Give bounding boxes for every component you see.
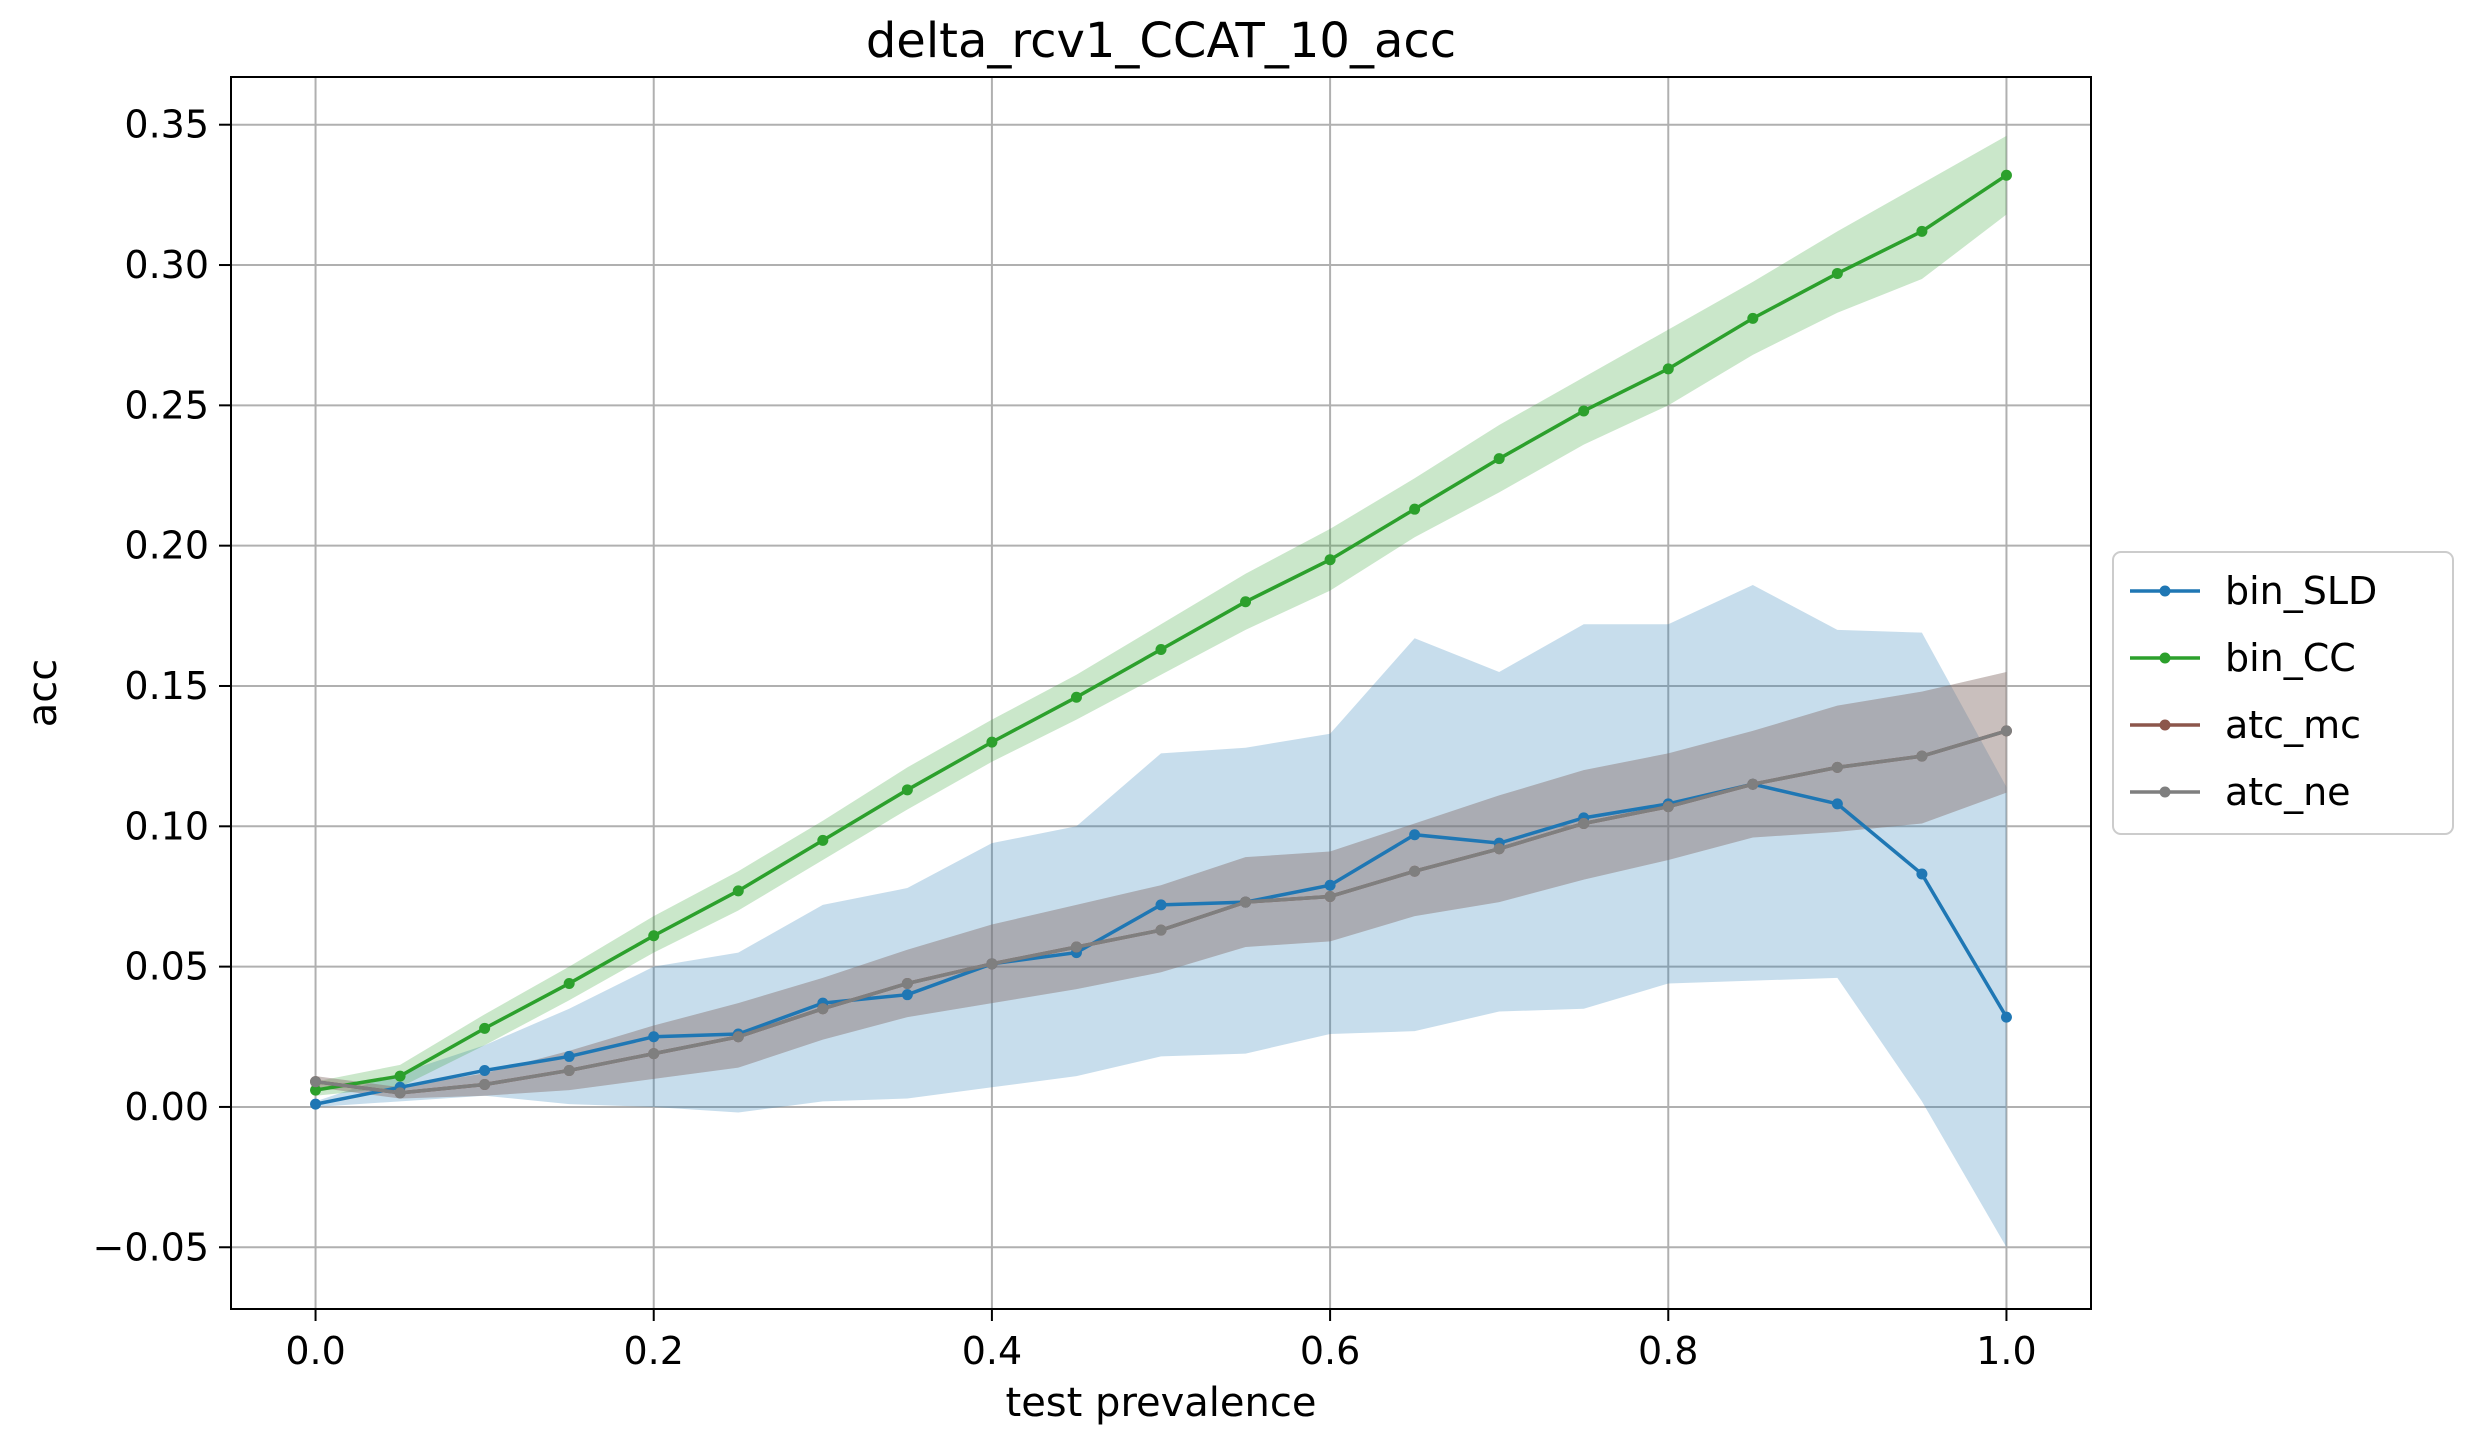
point-atc_ne xyxy=(1155,924,1167,936)
y-tick-label: −0.05 xyxy=(93,1225,209,1269)
point-atc_ne xyxy=(1662,801,1674,813)
point-bin_SLD xyxy=(563,1050,575,1062)
point-bin_SLD xyxy=(479,1064,491,1076)
point-bin_CC xyxy=(1324,554,1336,566)
point-atc_ne xyxy=(986,958,998,970)
point-atc_ne xyxy=(817,1003,829,1015)
point-atc_ne xyxy=(310,1076,322,1088)
y-tick-label: 0.25 xyxy=(124,383,209,427)
point-atc_ne xyxy=(1409,865,1421,877)
point-bin_CC xyxy=(986,736,998,748)
band-atc_mc xyxy=(315,671,2007,1099)
y-tick-label: 0.10 xyxy=(124,804,209,848)
series-lines xyxy=(310,169,2012,1110)
y-axis-ticks: −0.05 0.00 0.05 0.10 0.15 0.20 0.25 0.30 0.35 xyxy=(93,103,231,1269)
x-axis-title: test prevalence xyxy=(1006,1380,1317,1426)
point-atc_ne xyxy=(1070,941,1082,953)
point-atc_ne xyxy=(648,1048,660,1060)
point-atc_ne xyxy=(1578,817,1590,829)
point-bin_SLD xyxy=(1409,829,1421,841)
point-bin_SLD xyxy=(310,1098,322,1110)
point-atc_ne xyxy=(1493,843,1505,855)
point-atc_ne xyxy=(563,1064,575,1076)
x-tick-label: 0.4 xyxy=(962,1329,1022,1373)
legend-frame xyxy=(2112,551,2454,835)
y-tick-label: 0.30 xyxy=(124,243,209,287)
legend-marker-bin_SLD xyxy=(2159,585,2171,597)
point-bin_CC xyxy=(648,930,660,942)
point-atc_ne xyxy=(901,977,913,989)
point-bin_SLD xyxy=(1155,899,1167,911)
point-atc_ne xyxy=(1324,890,1336,902)
point-bin_CC xyxy=(1831,267,1843,279)
point-bin_CC xyxy=(1070,691,1082,703)
grid-lines xyxy=(231,77,2091,1309)
point-bin_CC xyxy=(1409,503,1421,515)
band-bin_SLD xyxy=(315,584,2007,1248)
point-atc_ne xyxy=(1240,896,1252,908)
point-bin_CC xyxy=(1240,596,1252,608)
y-tick-label: 0.00 xyxy=(124,1085,209,1129)
legend-label-atc_ne: atc_ne xyxy=(2225,770,2351,814)
x-tick-label: 0.0 xyxy=(285,1329,345,1373)
point-bin_SLD xyxy=(901,989,913,1001)
point-atc_ne xyxy=(1747,778,1759,790)
x-tick-label: 0.6 xyxy=(1300,1329,1360,1373)
y-tick-label: 0.05 xyxy=(124,945,209,989)
point-atc_ne xyxy=(2000,725,2012,737)
y-axis-title: acc xyxy=(20,659,66,728)
point-bin_CC xyxy=(1493,453,1505,465)
chart-title: delta_rcv1_CCAT_10_acc xyxy=(866,13,1456,69)
legend-label-bin_CC: bin_CC xyxy=(2225,636,2356,680)
point-bin_CC xyxy=(732,885,744,897)
plot-area-frame xyxy=(230,76,2092,1310)
point-atc_ne xyxy=(1831,761,1843,773)
y-tick-label: 0.15 xyxy=(124,664,209,708)
band-bin_CC xyxy=(315,135,2007,1096)
point-bin_CC xyxy=(2000,169,2012,181)
legend-marker-bin_CC xyxy=(2159,652,2171,664)
point-atc_ne xyxy=(732,1031,744,1043)
x-tick-label: 1.0 xyxy=(1976,1329,2036,1373)
point-bin_SLD xyxy=(1831,798,1843,810)
point-bin_CC xyxy=(563,977,575,989)
point-bin_CC xyxy=(901,784,913,796)
legend: bin_SLD bin_CC atc_mc atc_ne xyxy=(2112,551,2454,835)
x-tick-label: 0.2 xyxy=(624,1329,684,1373)
x-axis-ticks: 0.0 0.2 0.4 0.6 0.8 1.0 xyxy=(285,1309,2037,1373)
point-atc_ne xyxy=(394,1087,406,1099)
point-bin_SLD xyxy=(648,1031,660,1043)
point-atc_ne xyxy=(479,1078,491,1090)
point-bin_CC xyxy=(1155,644,1167,656)
y-tick-label: 0.35 xyxy=(124,103,209,147)
point-bin_CC xyxy=(1747,312,1759,324)
point-bin_SLD xyxy=(1324,879,1336,891)
point-bin_SLD xyxy=(1916,868,1928,880)
legend-marker-atc_mc xyxy=(2159,719,2171,731)
point-atc_ne xyxy=(1916,750,1928,762)
point-bin_CC xyxy=(1662,363,1674,375)
legend-label-bin_SLD: bin_SLD xyxy=(2225,569,2377,613)
legend-label-atc_mc: atc_mc xyxy=(2225,703,2361,747)
y-tick-label: 0.20 xyxy=(124,524,209,568)
point-bin_CC xyxy=(1578,405,1590,417)
point-bin_CC xyxy=(394,1070,406,1082)
confidence-bands xyxy=(315,135,2007,1248)
legend-marker-atc_ne xyxy=(2159,786,2171,798)
point-bin_CC xyxy=(479,1022,491,1034)
point-bin_SLD xyxy=(2000,1011,2012,1023)
x-tick-label: 0.8 xyxy=(1638,1329,1698,1373)
point-bin_CC xyxy=(310,1084,322,1096)
point-bin_CC xyxy=(1916,225,1928,237)
band-atc_ne xyxy=(315,671,2007,1099)
point-bin_CC xyxy=(817,834,829,846)
